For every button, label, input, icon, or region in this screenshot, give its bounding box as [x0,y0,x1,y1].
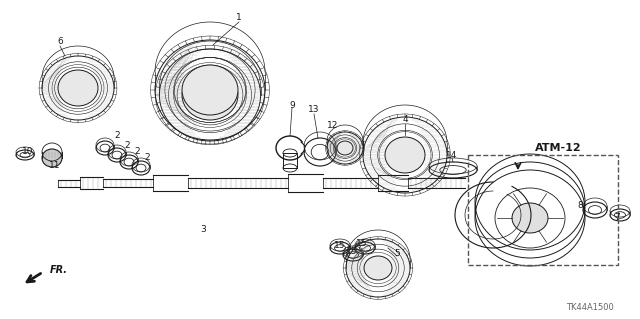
Ellipse shape [364,256,392,280]
Text: 1: 1 [236,13,242,23]
Text: FR.: FR. [50,265,68,275]
Text: 2: 2 [114,130,120,139]
Text: 4: 4 [402,115,408,124]
Ellipse shape [512,203,548,233]
Ellipse shape [182,65,238,115]
Text: 15: 15 [356,240,368,249]
Text: 10: 10 [22,147,34,157]
Ellipse shape [42,149,62,167]
Text: ATM-12: ATM-12 [535,143,582,153]
Text: 5: 5 [394,249,400,257]
Text: 13: 13 [308,106,320,115]
Ellipse shape [58,70,98,106]
Text: 12: 12 [327,121,339,130]
Text: 3: 3 [200,226,206,234]
Text: 6: 6 [57,38,63,47]
Text: 15: 15 [346,248,358,256]
Bar [468,155,618,265]
Ellipse shape [182,70,238,120]
Ellipse shape [337,141,353,155]
Text: 2: 2 [144,153,150,162]
Text: 2: 2 [134,147,140,157]
Text: 9: 9 [289,100,295,109]
Text: 15: 15 [334,241,346,249]
Text: 2: 2 [124,140,130,150]
Text: 14: 14 [446,151,458,160]
Text: TK44A1500: TK44A1500 [566,303,614,313]
Text: 8: 8 [577,201,583,210]
Text: 11: 11 [49,160,61,169]
Ellipse shape [385,137,425,173]
Text: 7: 7 [614,213,620,222]
